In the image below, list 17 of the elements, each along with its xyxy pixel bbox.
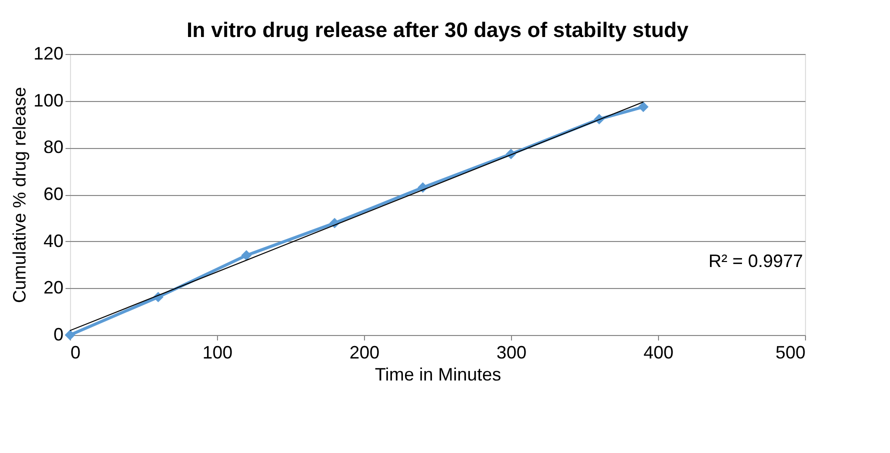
y-tick-label: 80	[43, 137, 64, 158]
x-tick-label: 400	[643, 342, 674, 362]
x-tick-label: 0	[70, 342, 81, 362]
y-tick-label: 100	[33, 90, 64, 110]
y-tick-label: 0	[53, 324, 64, 344]
y-tick-label: 20	[43, 278, 64, 298]
x-tick-label: 200	[349, 342, 380, 362]
x-tick-label: 300	[496, 342, 527, 362]
y-tick-label: 60	[43, 184, 64, 204]
x-tick-label: 100	[202, 342, 233, 362]
x-tick-label: 500	[775, 342, 806, 362]
y-tick-label: 120	[33, 44, 64, 64]
y-axis-title: Cumulative % drug release	[9, 86, 30, 304]
chart-title: In vitro drug release after 30 days of stabilty study	[186, 19, 689, 42]
y-tick-label: 40	[43, 230, 64, 251]
annotation: R² = 0.9977	[708, 251, 803, 271]
x-axis-title: Time in Minutes	[374, 364, 502, 384]
